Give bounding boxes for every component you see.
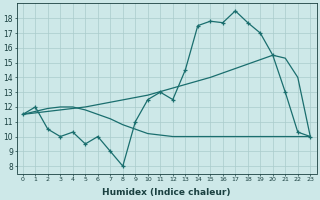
X-axis label: Humidex (Indice chaleur): Humidex (Indice chaleur) <box>102 188 231 197</box>
